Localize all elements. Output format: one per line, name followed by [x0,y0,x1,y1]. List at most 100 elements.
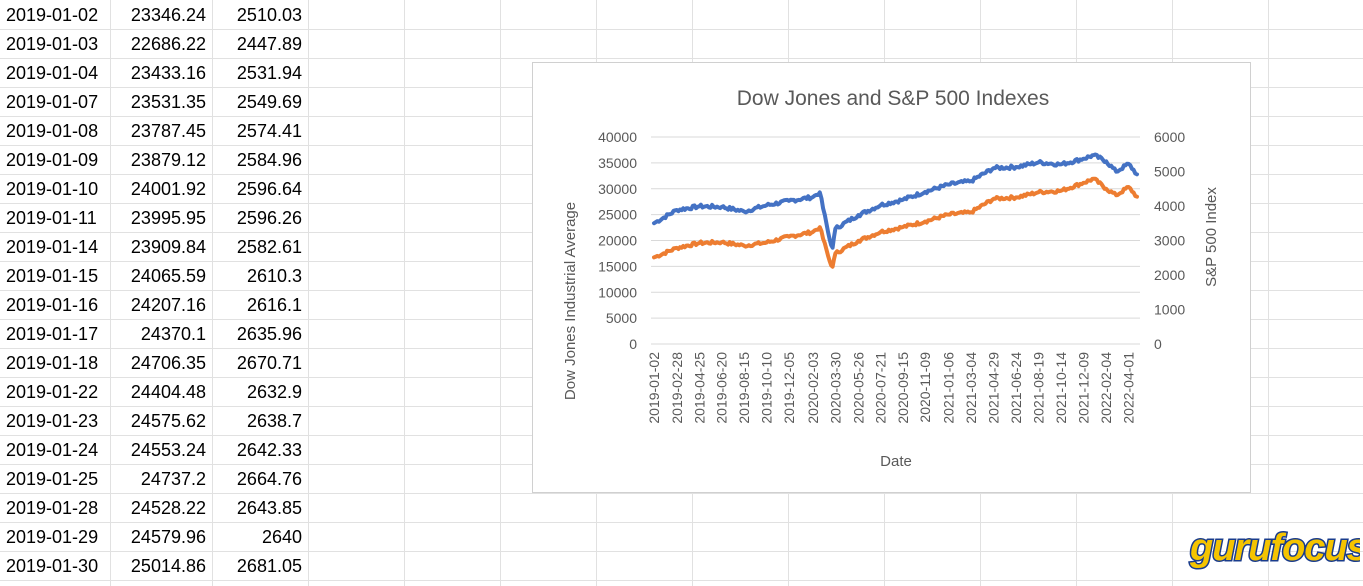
dow-cell[interactable]: 24001.92 [130,179,206,199]
sp500-cell[interactable]: 2610.3 [246,266,302,286]
date-cell[interactable]: 2019-01-14 [6,237,99,257]
y-tick-label: 15000 [598,258,637,274]
y-axis-ticks: 0 5000 10000 15000 20000 25000 30000 35000 40000 [598,129,637,352]
dow-cell[interactable]: 24706.35 [130,353,206,373]
y-tick-label: 30000 [598,181,637,197]
date-cell[interactable]: 2019-01-08 [6,121,99,141]
date-cell[interactable]: 2019-01-09 [6,150,99,170]
y2-tick-label: 3000 [1154,233,1185,249]
date-cell[interactable]: 2019-01-02 [6,5,99,25]
dow-cell[interactable]: 23879.12 [130,150,206,170]
y2-axis-label: S&P 500 Index [1203,187,1220,287]
y-axis-label: Dow Jones Industrial Average [562,202,579,400]
x-tick-label: 2021-08-19 [1030,352,1046,424]
date-cell[interactable]: 2019-01-15 [6,266,99,286]
sp500-cell[interactable]: 2584.96 [236,150,302,170]
date-cell[interactable]: 2019-01-17 [6,324,99,344]
chart-series [652,152,1139,269]
sp500-cell[interactable]: 2447.89 [236,34,302,54]
x-tick-label: 2019-02-28 [669,352,685,424]
date-cell[interactable]: 2019-01-28 [6,498,99,518]
dow-cell[interactable]: 23433.16 [130,63,206,83]
x-tick-label: 2020-07-21 [873,352,889,424]
dow-cell[interactable]: 24404.48 [130,382,206,402]
dow-cell[interactable]: 23995.95 [130,208,206,228]
sp500-cell[interactable]: 2574.41 [236,121,302,141]
dow-cell[interactable]: 24575.62 [130,411,206,431]
dow-cell[interactable]: 25014.86 [130,556,206,576]
date-cell[interactable]: 2019-01-24 [6,440,99,460]
chart-title: Dow Jones and S&P 500 Indexes [737,87,1050,110]
y2-tick-label: 6000 [1154,129,1185,145]
x-tick-label: 2019-04-25 [691,352,707,424]
dow-cell[interactable]: 23787.45 [130,121,206,141]
y2-tick-label: 1000 [1154,302,1185,318]
sp500-cell[interactable]: 2681.05 [236,556,302,576]
logo-guru: guru [1189,527,1271,569]
dow-cell[interactable]: 22686.22 [130,34,206,54]
x-tick-label: 2022-02-04 [1098,352,1114,424]
x-axis-ticks: 2019-01-02 2019-02-28 2019-04-25 2019-06-20… [646,352,1137,424]
date-cell[interactable]: 2019-01-23 [6,411,99,431]
sp500-cell[interactable]: 2596.26 [236,208,302,228]
sp500-cell[interactable]: 2616.1 [246,295,302,315]
sp500-cell[interactable]: 2582.61 [236,237,302,257]
dow-cell[interactable]: 23531.35 [130,92,206,112]
chart-object[interactable]: Dow Jones and S&P 500 Indexes 0 5000 10000… [532,62,1251,493]
sp500-cell[interactable]: 2531.94 [236,63,302,83]
y2-tick-label: 5000 [1154,164,1185,180]
y-tick-label: 20000 [598,233,637,249]
chart-svg: Dow Jones and S&P 500 Indexes 0500010000… [562,87,1220,470]
x-tick-label: 2021-03-04 [963,352,979,424]
date-cell[interactable]: 2019-01-22 [6,382,99,402]
sp500-cell[interactable]: 2596.64 [236,179,302,199]
x-tick-label: 2019-06-20 [714,352,730,424]
sp500-cell[interactable]: 2642.33 [236,440,302,460]
dow-cell[interactable]: 24553.24 [130,440,206,460]
dow-cell[interactable]: 24065.59 [130,266,206,286]
sp500-cell[interactable]: 2635.96 [236,324,302,344]
dow-cell[interactable]: 23909.84 [130,237,206,257]
date-cell[interactable]: 2019-01-10 [6,179,99,199]
y-tick-label: 5000 [606,310,637,326]
gurufocus-logo: gurufocus [1188,526,1360,571]
date-cell[interactable]: 2019-01-11 [6,208,97,228]
date-cell[interactable]: 2019-01-16 [6,295,99,315]
date-cell[interactable]: 2019-01-07 [6,92,99,112]
dow-cell[interactable]: 24207.16 [130,295,206,315]
y-tick-label: 40000 [598,129,637,145]
date-cell[interactable]: 2019-01-25 [6,469,99,489]
sp500-cell[interactable]: 2638.7 [246,411,302,431]
svg-text:gurufocus: gurufocus [1189,527,1360,569]
sp500-cell[interactable]: 2640 [261,527,302,547]
dow-series-line [652,152,1139,250]
sp500-cell[interactable]: 2643.85 [236,498,302,518]
y2-tick-label: 0 [1154,336,1162,352]
sp500-cell[interactable]: 2510.03 [236,5,302,25]
y-tick-label: 25000 [598,207,637,223]
x-tick-label: 2019-08-15 [736,352,752,424]
date-cell[interactable]: 2019-01-04 [6,63,99,83]
x-tick-label: 2021-01-06 [940,352,956,424]
date-cell[interactable]: 2019-01-18 [6,353,99,373]
dow-cell[interactable]: 24579.96 [130,527,206,547]
dow-cell[interactable]: 24370.1 [140,324,206,344]
sp500-cell[interactable]: 2664.76 [236,469,302,489]
dow-cell[interactable]: 24737.2 [140,469,206,489]
x-tick-label: 2019-12-05 [781,352,797,424]
date-cell[interactable]: 2019-01-03 [6,34,99,54]
sp500-cell[interactable]: 2670.71 [236,353,302,373]
date-cell[interactable]: 2019-01-29 [6,527,99,547]
sp500-cell[interactable]: 2632.9 [246,382,302,402]
sp500-series-line [652,176,1139,269]
dow-cell[interactable]: 23346.24 [130,5,206,25]
date-cell[interactable]: 2019-01-30 [6,556,99,576]
x-tick-label: 2019-01-02 [646,352,662,424]
x-tick-label: 2020-11-09 [917,352,933,423]
y2-axis-ticks: 0 1000 2000 3000 4000 5000 6000 [1154,129,1185,352]
dow-cell[interactable]: 24528.22 [130,498,206,518]
x-tick-label: 2021-04-29 [986,352,1002,424]
sp500-cell[interactable]: 2549.69 [236,92,302,112]
y2-tick-label: 2000 [1154,267,1185,283]
x-axis-label: Date [880,453,912,470]
